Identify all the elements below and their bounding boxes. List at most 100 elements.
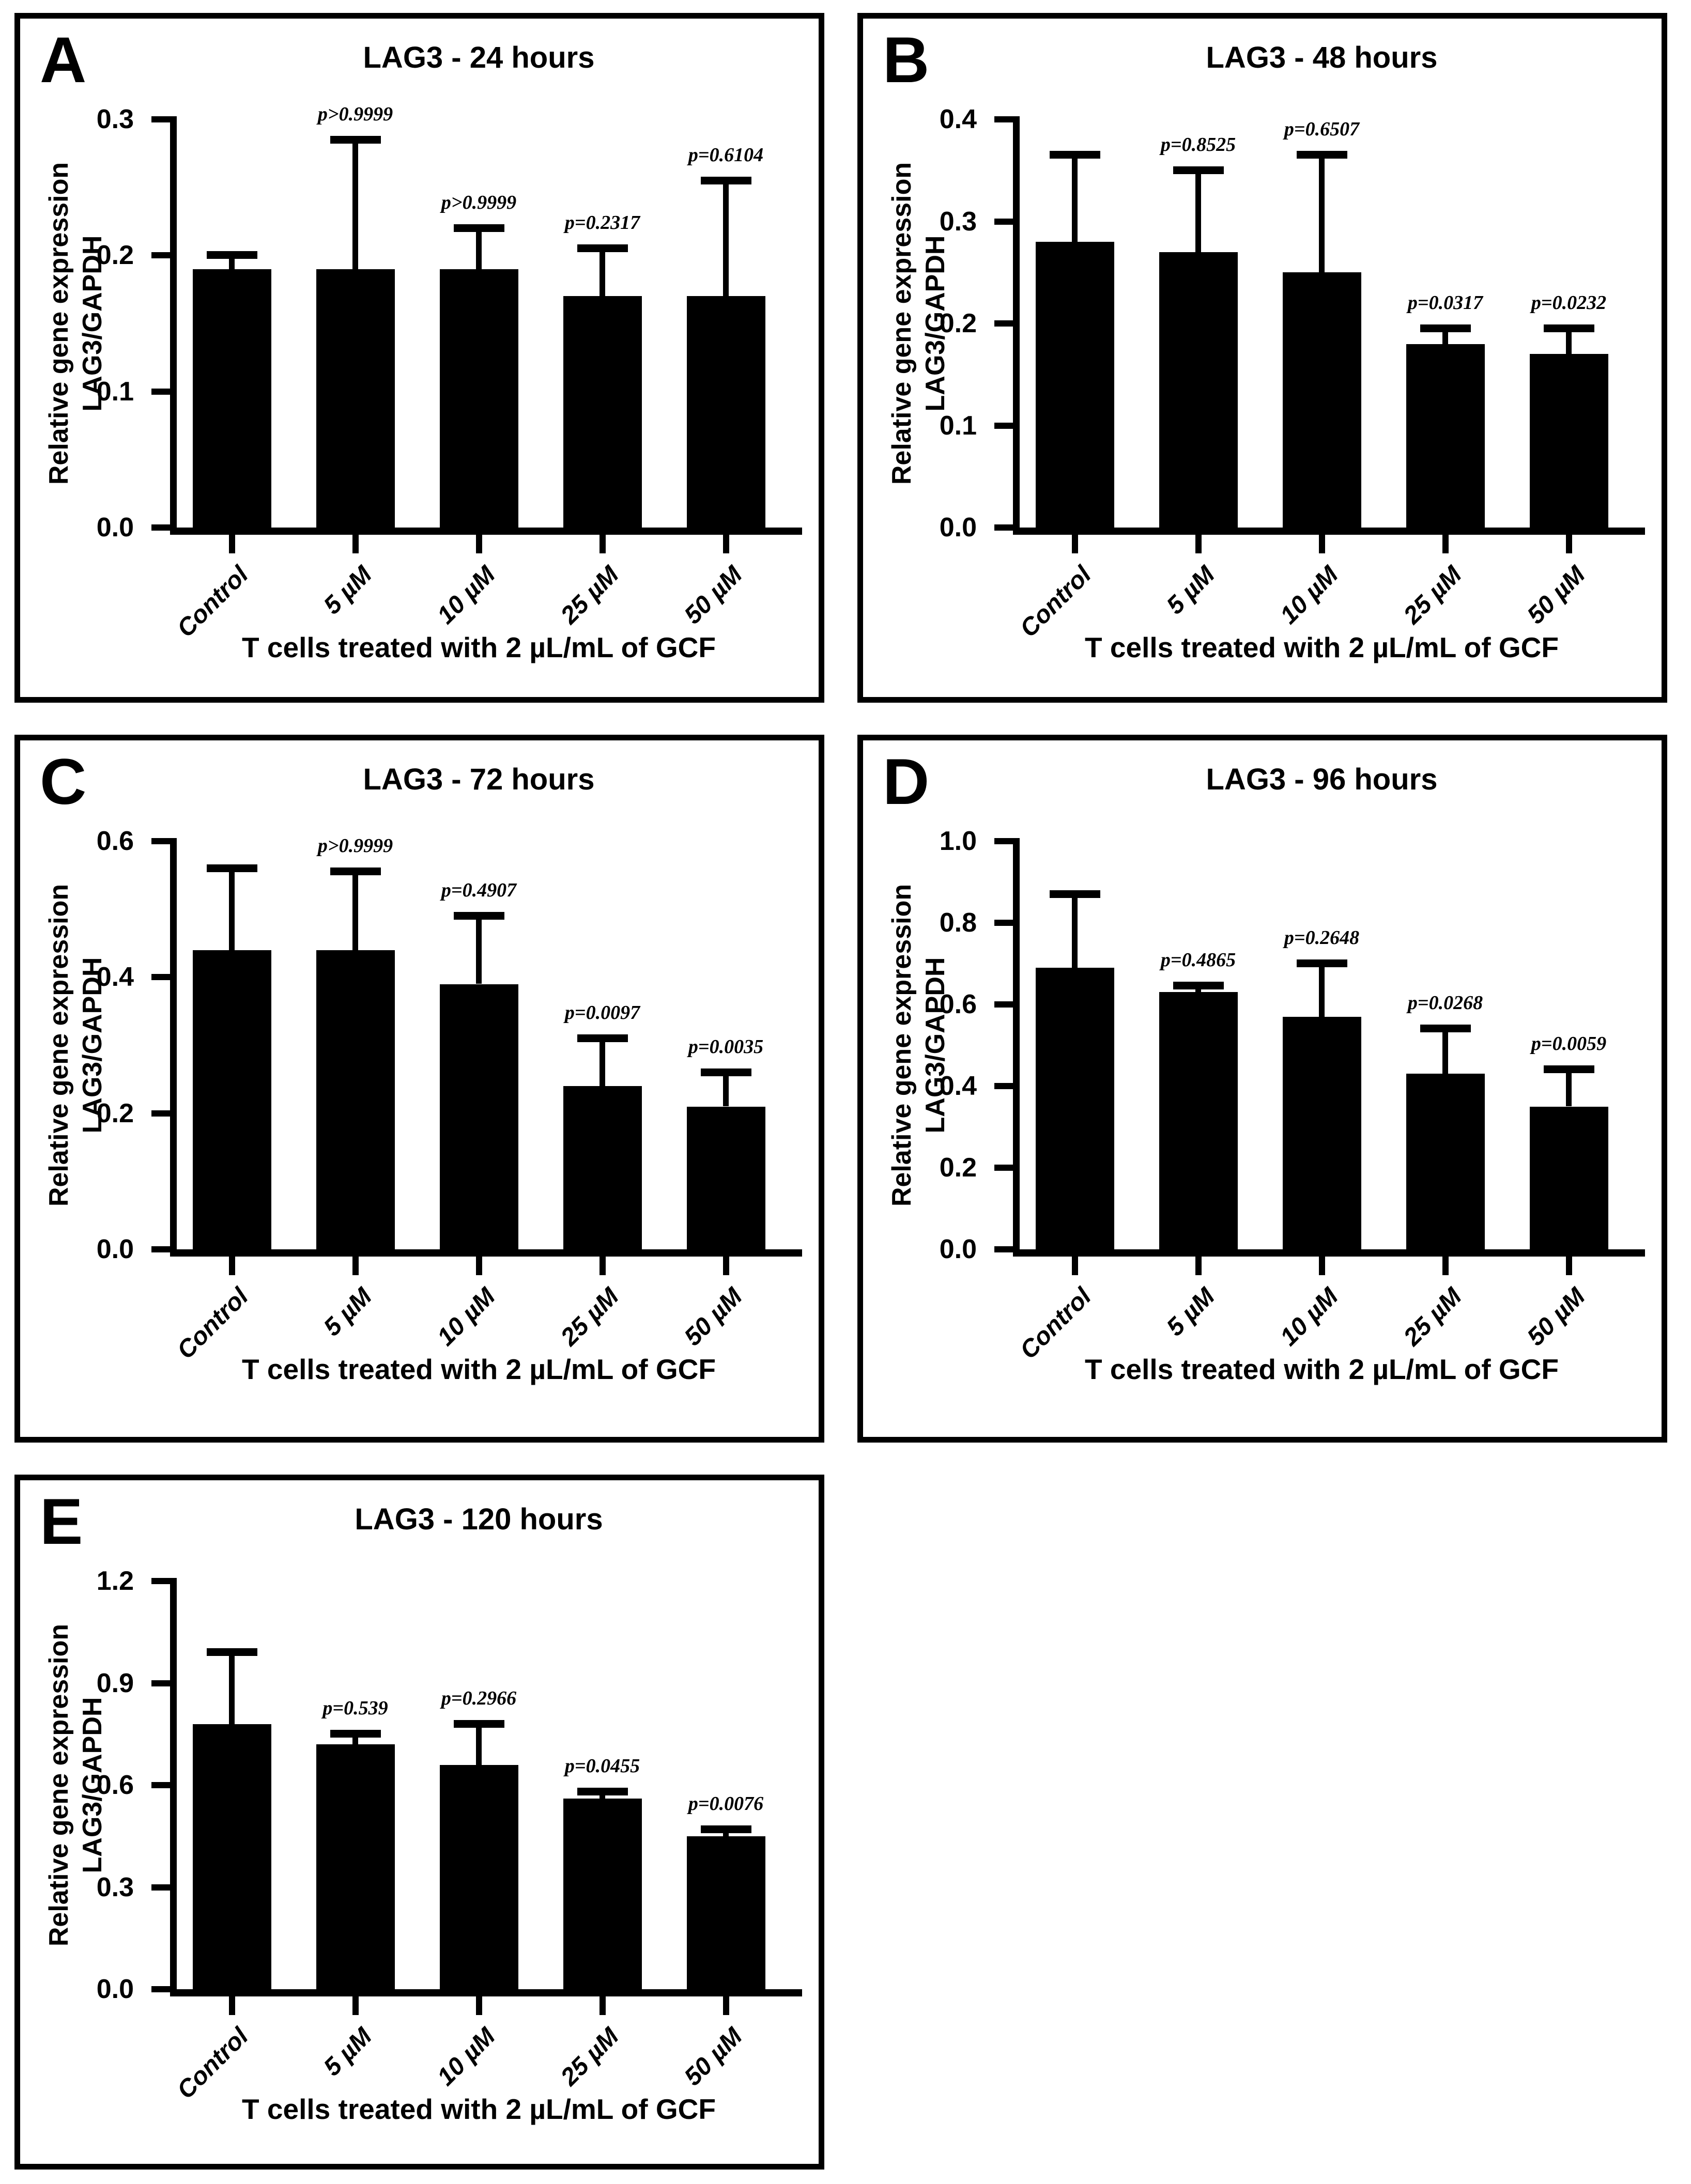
- bar-25-µm: [563, 1086, 642, 1250]
- x-tick-label: 25 µM: [556, 2022, 624, 2092]
- y-axis-label: Relative gene expression LAG3/GAPDH: [885, 787, 952, 1304]
- x-axis-tick: [228, 1996, 235, 2015]
- error-bar-cap: [453, 224, 504, 232]
- error-bar-line: [352, 872, 358, 950]
- x-axis-title: T cells treated with 2 µL/mL of GCF: [242, 1353, 716, 1385]
- bar-control: [1035, 967, 1114, 1250]
- error-bar-cap: [206, 864, 257, 872]
- y-axis-tick: [151, 1986, 170, 1992]
- y-axis-label: Relative gene expression LAG3/GAPDH: [42, 65, 110, 582]
- y-axis-label-line2: LAG3/GAPDH: [78, 957, 107, 1134]
- error-bar-cap: [1173, 166, 1224, 174]
- error-bar-line: [1566, 328, 1572, 354]
- p-value-label: p=0.4865: [1160, 949, 1236, 971]
- x-tick-label: 50 µM: [1522, 561, 1591, 630]
- error-bar-line: [1566, 1070, 1572, 1107]
- bar-5-µm: [316, 950, 395, 1250]
- error-bar-cap: [1420, 1025, 1471, 1033]
- y-axis-tick: [994, 1001, 1013, 1008]
- y-axis-tick: [151, 1246, 170, 1252]
- x-tick-label: 10 µM: [432, 2022, 501, 2092]
- bar-10-µm: [1282, 1016, 1361, 1250]
- y-axis-tick: [994, 524, 1013, 531]
- x-tick-label: 10 µM: [432, 561, 501, 630]
- p-value-label: p=0.0097: [564, 1001, 640, 1024]
- bar-25-µm: [1406, 1074, 1485, 1250]
- p-value-label: p=0.539: [322, 1697, 388, 1720]
- y-tick-label: 0.3: [96, 1872, 134, 1902]
- bar-5-µm: [316, 1744, 395, 1990]
- error-bar-line: [1319, 155, 1325, 273]
- error-bar-cap: [206, 251, 257, 259]
- x-axis-tick: [1195, 535, 1202, 553]
- error-bar-line: [723, 180, 729, 297]
- x-tick-label: 5 µM: [1161, 1282, 1220, 1342]
- y-tick-label: 0.6: [96, 826, 134, 856]
- p-value-label: p=0.2317: [564, 212, 640, 234]
- chart-title: LAG3 - 72 hours: [363, 763, 595, 796]
- y-tick-label: 0.0: [96, 513, 134, 543]
- error-bar-line: [1442, 328, 1448, 344]
- y-axis-label-line1: Relative gene expression: [44, 884, 74, 1207]
- x-axis-line: [1013, 1249, 1645, 1257]
- y-axis-tick: [151, 1884, 170, 1891]
- y-axis-tick: [994, 116, 1013, 122]
- p-value-label: p=0.4907: [441, 879, 517, 901]
- panel-letter: B: [883, 24, 930, 96]
- y-tick-label: 0.1: [939, 410, 977, 441]
- p-value-label: p=0.6507: [1284, 118, 1360, 141]
- x-tick-label: 10 µM: [432, 1282, 501, 1352]
- error-bar-line: [599, 1038, 605, 1086]
- error-bar-cap: [700, 1825, 751, 1833]
- y-tick-label: 0.4: [939, 104, 977, 134]
- bar-control: [192, 269, 271, 529]
- chart-title: LAG3 - 48 hours: [1206, 41, 1438, 74]
- x-axis-tick: [352, 1257, 359, 1275]
- error-bar-line: [229, 868, 235, 950]
- y-axis-line: [1013, 116, 1020, 531]
- error-bar-cap: [330, 868, 381, 876]
- x-tick-label: 25 µM: [556, 561, 624, 630]
- p-value-label: p=0.0059: [1531, 1033, 1607, 1055]
- y-axis-tick: [151, 116, 170, 122]
- bar-25-µm: [1406, 344, 1485, 529]
- y-tick-label: 0.2: [96, 240, 134, 271]
- y-axis-tick: [994, 1083, 1013, 1089]
- error-bar-cap: [453, 911, 504, 920]
- y-tick-label: 0.6: [939, 989, 977, 1019]
- y-tick-label: 0.3: [939, 206, 977, 237]
- bar-50-µm: [1529, 1106, 1608, 1250]
- x-axis-tick: [1565, 535, 1572, 553]
- x-axis-tick: [475, 535, 482, 553]
- y-tick-label: 0.6: [96, 1770, 134, 1800]
- error-bar-line: [476, 228, 482, 269]
- x-axis-line: [170, 1989, 802, 1996]
- x-axis-tick: [1565, 1257, 1572, 1275]
- error-bar-cap: [1296, 151, 1347, 159]
- x-tick-label: 5 µM: [318, 561, 377, 620]
- y-axis-tick: [151, 388, 170, 395]
- x-tick-label: 25 µM: [1398, 561, 1467, 630]
- bar-control: [1035, 242, 1114, 529]
- x-axis-tick: [1071, 535, 1078, 553]
- y-axis-tick: [994, 920, 1013, 926]
- x-tick-label: 50 µM: [679, 1282, 748, 1352]
- error-bar-cap: [700, 1068, 751, 1076]
- p-value-label: p=0.0455: [564, 1755, 640, 1777]
- y-tick-label: 0.2: [96, 1098, 134, 1128]
- bar-50-µm: [686, 296, 765, 529]
- p-value-label: p=0.0232: [1531, 291, 1607, 314]
- x-tick-label: 5 µM: [318, 1282, 377, 1342]
- bar-control: [192, 1724, 271, 1990]
- x-axis-tick: [352, 535, 359, 553]
- x-axis-tick: [1442, 535, 1449, 553]
- x-axis-tick: [1442, 1257, 1449, 1275]
- x-tick-label: 50 µM: [679, 561, 748, 630]
- chart-panel-A: A LAG3 - 24 hours Relative gene expression…: [14, 13, 824, 703]
- y-axis-tick: [994, 218, 1013, 225]
- error-bar-line: [723, 1072, 729, 1107]
- bar-25-µm: [563, 1799, 642, 1990]
- x-axis-tick: [228, 535, 235, 553]
- x-axis-tick: [599, 1257, 606, 1275]
